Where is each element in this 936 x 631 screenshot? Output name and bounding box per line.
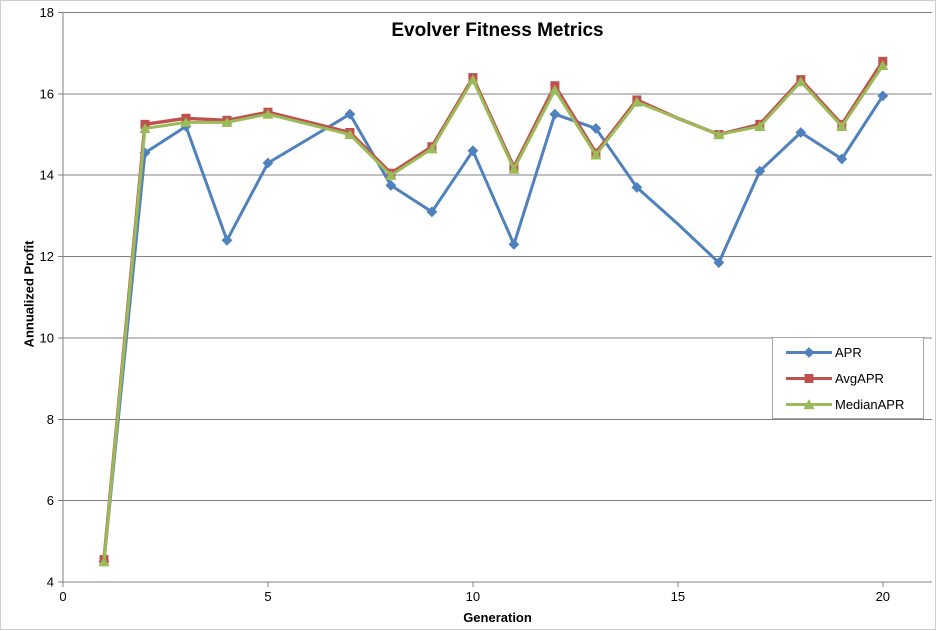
legend-item-medianapr: MedianAPR [773,391,923,417]
axes [58,12,932,587]
x-tick-label: 10 [466,589,480,604]
series-AvgAPR [99,56,888,565]
y-tick-label: 10 [40,330,54,345]
y-tick-label: 4 [47,575,54,590]
legend: APR AvgAPR MedianAPR [772,337,924,419]
gridlines [63,12,932,583]
y-tick-label: 14 [40,168,54,183]
y-tick-label: 16 [40,86,54,101]
legend-item-avgapr: AvgAPR [773,365,923,391]
x-axis-title: Generation [463,610,532,625]
y-axis-title: Annualized Profit [21,240,37,348]
x-tick-label: 20 [876,589,890,604]
series-APR [98,90,889,568]
x-tick-label: 15 [671,589,685,604]
legend-label-medianapr: MedianAPR [835,396,905,412]
series-MedianAPR [98,60,889,567]
x-tick-label: 0 [59,589,66,604]
apr-line-marker-icon [786,346,832,358]
medianapr-line-marker-icon [786,398,832,409]
avgapr-line-marker-icon [786,373,832,383]
chart-title: Evolver Fitness Metrics [391,20,604,41]
y-tick-label: 18 [40,5,54,20]
legend-item-apr: APR [773,339,923,365]
tick-labels: 4 6 8 10 12 14 16 18 0 5 10 15 20 [40,5,891,604]
y-tick-label: 12 [40,249,54,264]
x-tick-label: 5 [264,589,271,604]
legend-label-apr: APR [835,344,862,360]
legend-label-avgapr: AvgAPR [835,370,884,386]
y-tick-label: 6 [47,493,54,508]
y-tick-label: 8 [47,412,54,427]
